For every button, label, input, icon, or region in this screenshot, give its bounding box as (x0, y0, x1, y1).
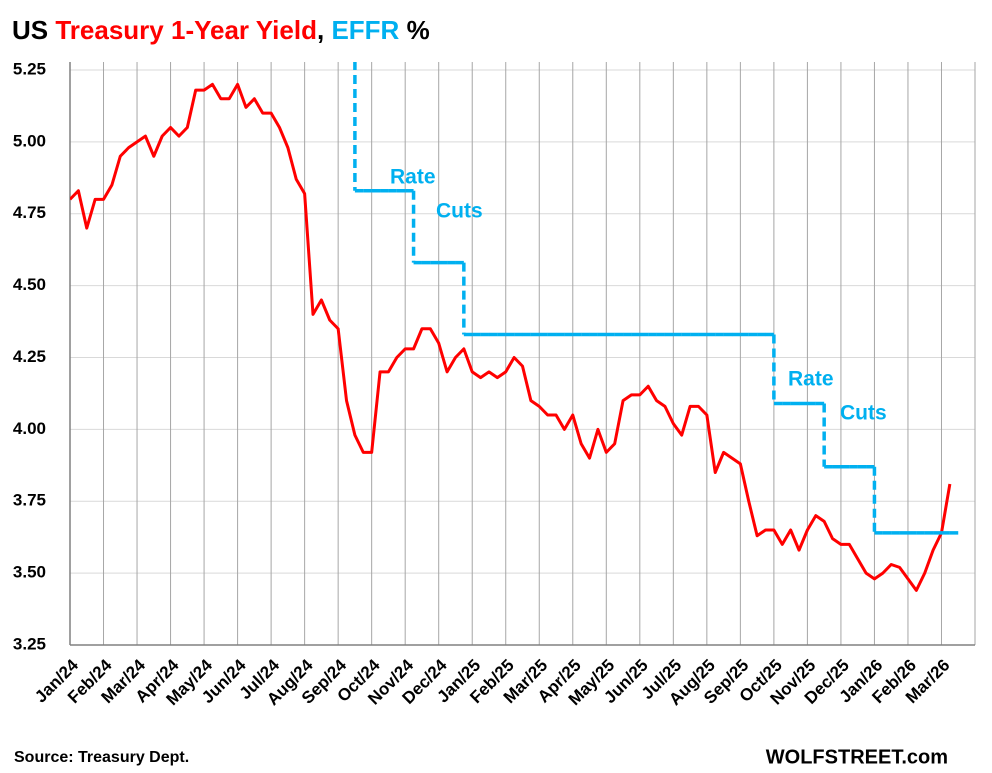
title-prefix: US (12, 15, 48, 45)
y-tick-label: 3.50 (13, 563, 46, 582)
plot-area (70, 62, 959, 592)
chart-title: US Treasury 1-Year Yield, EFFR % (12, 15, 430, 45)
y-tick-label: 4.75 (13, 203, 46, 222)
y-tick-label: 4.50 (13, 275, 46, 294)
y-tick-label: 5.00 (13, 131, 46, 150)
annotation: Rate (390, 166, 436, 189)
y-tick-label: 5.25 (13, 59, 46, 78)
title-suffix: % (407, 15, 430, 45)
annotation: Cuts (436, 200, 483, 223)
credit: WOLFSTREET.com (766, 746, 948, 768)
y-tick-label: 3.25 (13, 634, 46, 653)
annotation: Rate (788, 368, 834, 391)
yield-line (70, 82, 952, 592)
y-tick-label: 3.75 (13, 491, 46, 510)
y-tick-label: 4.00 (13, 419, 46, 438)
title-series-1: Treasury 1-Year Yield (55, 15, 317, 45)
title-series-2: EFFR (331, 15, 399, 45)
title-separator: , (317, 15, 324, 45)
source: Source: Treasury Dept. (14, 749, 189, 766)
y-tick-label: 4.25 (13, 347, 46, 366)
annotation: Cuts (840, 402, 887, 425)
